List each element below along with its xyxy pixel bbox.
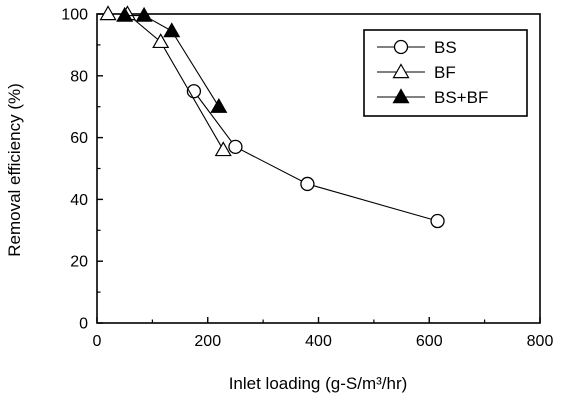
data-point-bs-bf bbox=[116, 6, 134, 22]
y-axis-title: Removal efficiency (%) bbox=[5, 83, 24, 257]
data-point-bf bbox=[214, 141, 232, 157]
legend-marker-bs-bf bbox=[392, 88, 410, 104]
y-tick-label: 0 bbox=[79, 316, 88, 333]
data-point-bs bbox=[300, 176, 315, 192]
series-layer bbox=[99, 5, 445, 229]
legend-marker-bs bbox=[393, 39, 409, 55]
axes-layer: 0 200 400 600 800 0 20 40 60 80 100 bbox=[61, 7, 553, 351]
y-tick-label: 60 bbox=[70, 130, 88, 147]
series-bf bbox=[99, 5, 232, 157]
y-tick-label: 20 bbox=[70, 254, 88, 271]
y-tick-label: 100 bbox=[61, 7, 88, 24]
legend-box bbox=[363, 29, 528, 117]
data-point-bf bbox=[152, 33, 170, 49]
x-axis-title: Inlet loading (g-S/m³/hr) bbox=[229, 374, 408, 393]
series-bs-bf bbox=[116, 6, 228, 113]
y-tick-label: 80 bbox=[70, 68, 88, 85]
x-tick-label: 0 bbox=[93, 333, 102, 350]
data-point-bs-bf bbox=[210, 97, 228, 113]
x-tick-label: 200 bbox=[194, 333, 221, 350]
x-tick-label: 400 bbox=[305, 333, 332, 350]
legend: BS BF BS+BF bbox=[363, 29, 528, 117]
series-line-bf bbox=[108, 13, 224, 151]
y-tick-label: 40 bbox=[70, 192, 88, 209]
x-tick-label: 800 bbox=[527, 333, 554, 350]
x-tick-label: 600 bbox=[416, 333, 443, 350]
series-bs bbox=[186, 84, 445, 229]
data-point-bs-bf bbox=[135, 6, 153, 22]
data-point-bs bbox=[430, 213, 445, 229]
legend-label-bf: BF bbox=[434, 63, 456, 82]
legend-marker-bf bbox=[392, 63, 410, 79]
legend-label-bs: BS bbox=[434, 38, 457, 57]
data-point-bs bbox=[228, 139, 243, 155]
legend-label-bs-bf: BS+BF bbox=[434, 88, 488, 107]
series-line-bs bbox=[193, 90, 438, 222]
series-line-bs-bf bbox=[124, 14, 220, 107]
data-point-bf bbox=[99, 5, 117, 21]
data-point-bs-bf bbox=[163, 22, 181, 38]
